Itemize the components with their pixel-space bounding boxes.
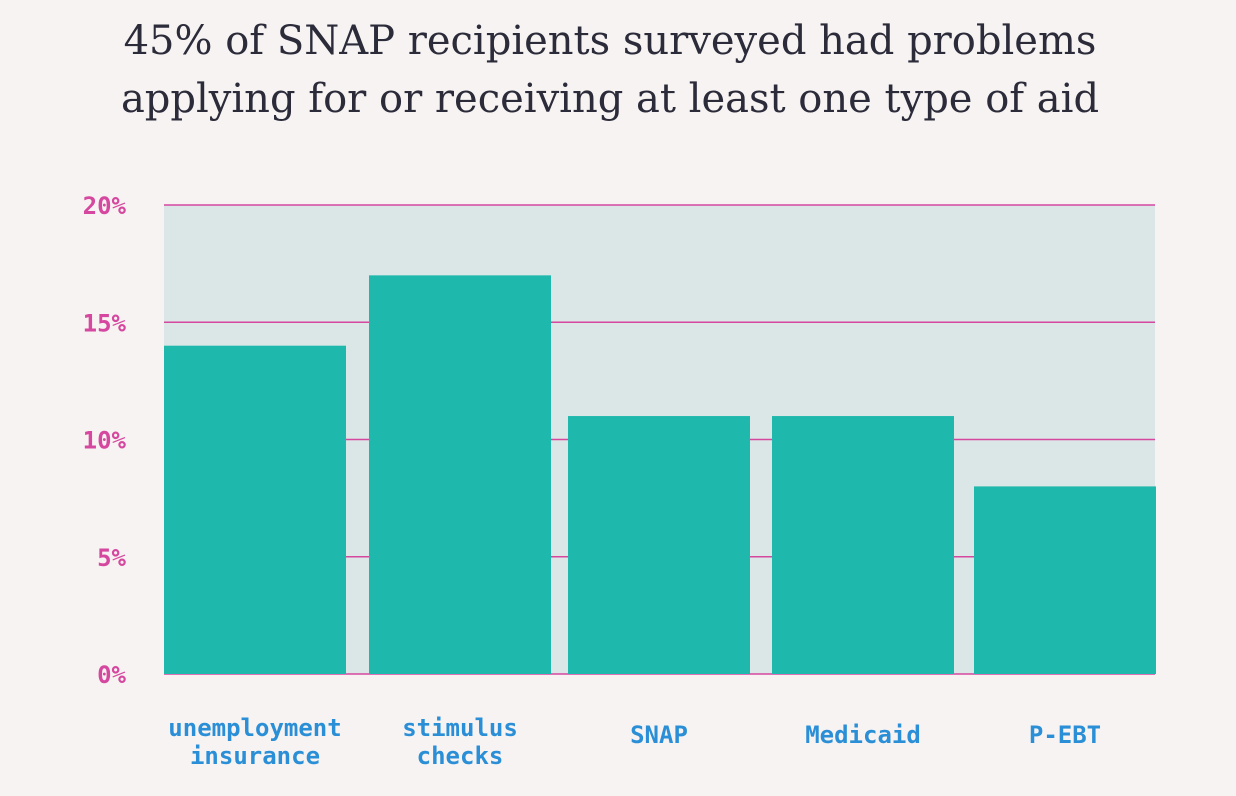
bar-medicaid <box>772 416 954 674</box>
chart-title: 45% of SNAP recipients surveyed had prob… <box>0 12 1220 128</box>
chart-title-line-2: applying for or receiving at least one t… <box>120 76 1100 122</box>
y-tick-label: 10% <box>83 427 127 455</box>
y-tick-label: 0% <box>97 661 126 689</box>
x-tick-label-stimulus-checks: stimulus checks <box>402 714 518 770</box>
y-tick-label: 5% <box>97 544 126 572</box>
x-axis-tick-labels: unemployment insurance stimulus checks SNAP M… <box>168 714 1101 770</box>
y-axis-tick-labels: 0% 5% 10% 15% 20% <box>83 192 127 689</box>
x-tick-label-snap: SNAP <box>630 721 688 749</box>
bars <box>164 275 1156 674</box>
bar-unemployment-insurance <box>164 345 346 674</box>
x-tick-label-unemployment-insurance: unemployment insurance <box>168 714 341 770</box>
chart-title-line-1: 45% of SNAP recipients surveyed had prob… <box>123 18 1097 64</box>
bar-stimulus-checks <box>369 275 551 674</box>
x-tick-label-medicaid: Medicaid <box>805 721 921 749</box>
x-tick-label-p-ebt: P-EBT <box>1029 721 1101 749</box>
y-tick-label: 15% <box>83 309 127 337</box>
bar-snap <box>568 416 750 674</box>
bar-p-ebt <box>974 486 1156 674</box>
y-tick-label: 20% <box>83 192 127 220</box>
